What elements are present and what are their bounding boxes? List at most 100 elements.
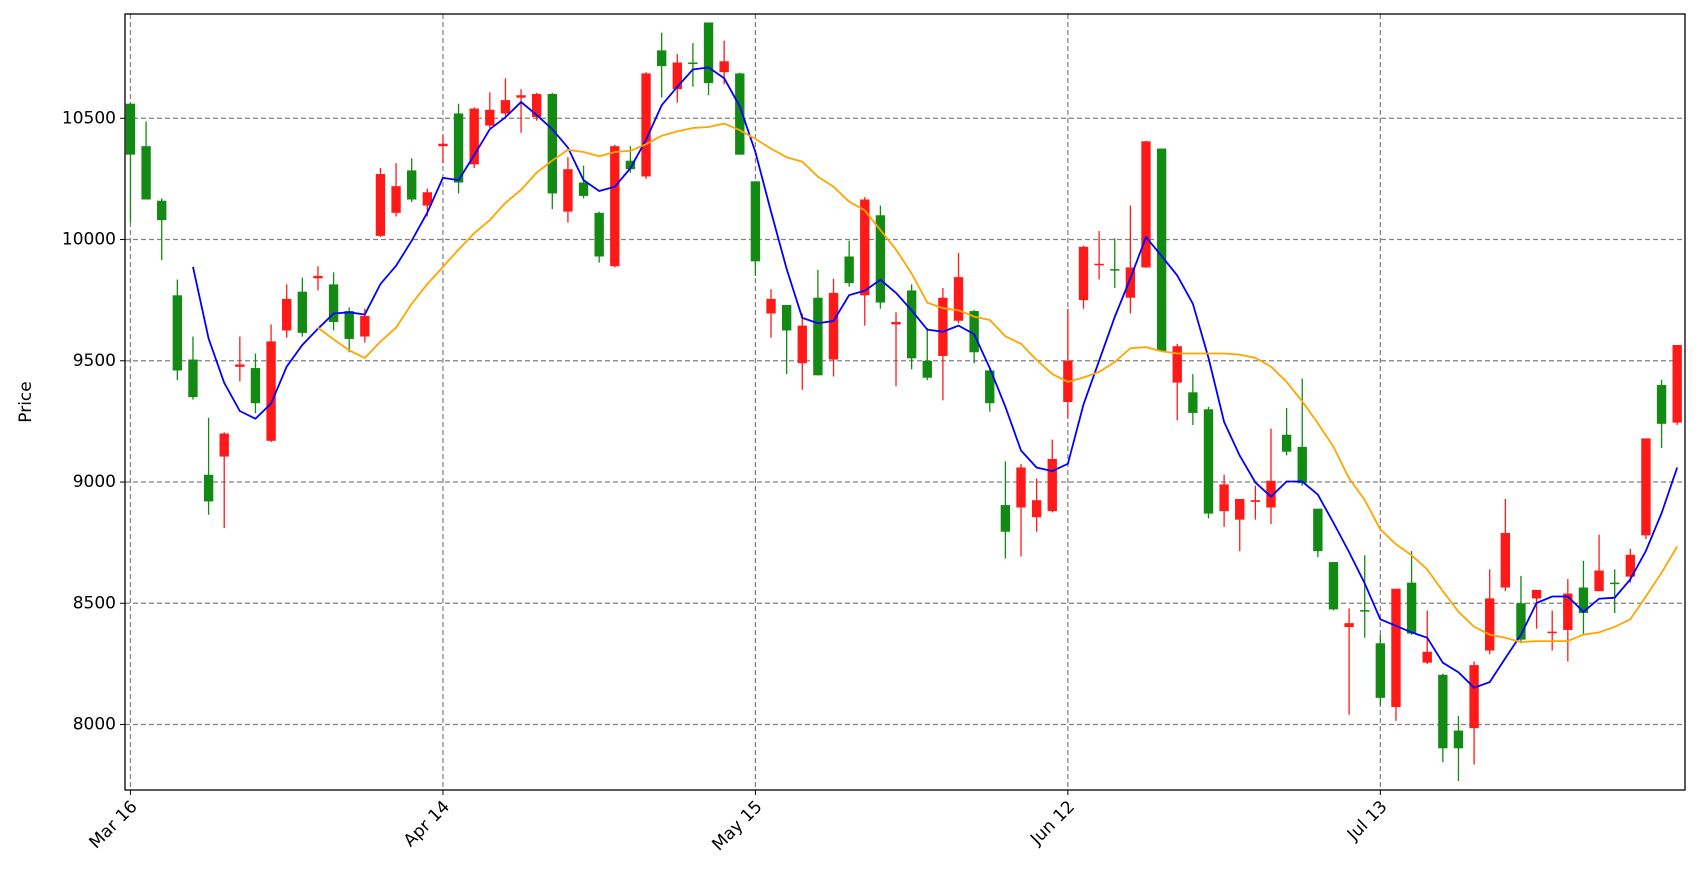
candle-body	[1625, 554, 1636, 577]
candle-body	[1453, 730, 1464, 749]
candle-body	[1110, 269, 1120, 271]
candle-body	[1360, 610, 1370, 612]
candle-body	[953, 277, 964, 321]
candle-body	[219, 433, 229, 457]
candle-body	[1000, 505, 1011, 532]
candle-body	[625, 160, 636, 170]
candle-body	[1313, 508, 1323, 552]
candle-body	[969, 311, 979, 353]
candle-body	[1531, 589, 1542, 599]
candle-body	[1141, 141, 1151, 268]
candle-body	[641, 73, 651, 177]
candle-body	[906, 290, 917, 359]
candle-body	[1610, 582, 1620, 585]
candle-body	[922, 360, 932, 378]
candle-body	[125, 103, 136, 155]
candle-body	[1656, 385, 1667, 424]
candle-body	[235, 364, 245, 367]
candle-body	[1031, 500, 1042, 518]
candle-body	[250, 368, 261, 404]
candle-body	[188, 359, 198, 398]
candle-body	[469, 108, 479, 165]
candle-body	[1485, 598, 1495, 651]
candle-body	[1641, 438, 1651, 536]
candle-body	[672, 62, 682, 90]
candle-body	[1219, 484, 1229, 512]
candle-body	[375, 174, 386, 236]
candle-body	[313, 275, 323, 279]
candle-body	[797, 325, 807, 364]
candle-body	[172, 295, 183, 371]
candle-body	[703, 22, 714, 84]
candle-body	[266, 341, 276, 441]
candle-body	[453, 113, 464, 183]
candle-body	[563, 169, 573, 212]
candle-body	[282, 298, 292, 331]
y-tick-label: 10000	[62, 230, 116, 250]
moving-average-line	[317, 122, 1678, 644]
candle-body	[516, 95, 526, 98]
candle-body	[500, 100, 511, 114]
candle-body	[391, 186, 401, 213]
candle-body	[875, 215, 886, 303]
candle-body	[1094, 263, 1104, 266]
candle-body	[1344, 623, 1354, 628]
candle-body	[328, 284, 339, 322]
x-tick-label: May 15	[708, 797, 766, 855]
candle-body	[1500, 532, 1511, 588]
candle-body	[860, 199, 870, 296]
y-tick-label: 9500	[73, 351, 116, 371]
candle-body	[1391, 588, 1401, 708]
candle-body	[766, 298, 776, 314]
candle-body	[828, 292, 839, 360]
candle-body	[531, 94, 542, 118]
candle-body	[610, 146, 620, 267]
candle-body	[141, 146, 151, 200]
candle-body	[1047, 458, 1057, 512]
candle-body	[1422, 651, 1432, 663]
candle-body	[891, 321, 901, 325]
candle-body	[1578, 587, 1589, 613]
candle-body	[297, 291, 308, 333]
candle-body	[656, 50, 667, 67]
candle-body	[688, 62, 698, 64]
candle-body	[844, 256, 854, 284]
candle-body	[1297, 446, 1307, 484]
candle-body	[1125, 267, 1136, 298]
candle-body	[1438, 674, 1448, 749]
y-tick-label: 9000	[73, 472, 116, 492]
candle-body	[781, 305, 792, 331]
candle-body	[1250, 500, 1261, 502]
candle-body	[1188, 392, 1198, 413]
candle-body	[407, 170, 417, 200]
candle-body	[422, 192, 433, 206]
candle-body	[578, 182, 589, 196]
candle-body	[1672, 345, 1682, 423]
candle-body	[750, 181, 761, 262]
x-tick-label: Mar 16	[86, 797, 142, 853]
y-tick-label: 8500	[73, 593, 116, 613]
candle-body	[1266, 480, 1276, 508]
candle-body	[1328, 562, 1339, 610]
candle-body	[438, 143, 448, 147]
y-tick-label: 8000	[73, 715, 116, 735]
candle-body	[1235, 499, 1245, 520]
candle-body	[1594, 570, 1604, 592]
x-tick-label: Jul 13	[1343, 797, 1391, 845]
candle-body	[1375, 643, 1386, 698]
y-tick-label: 10500	[62, 108, 116, 128]
candle-body	[547, 94, 557, 194]
candle-body	[813, 297, 823, 376]
candle-body	[1281, 434, 1292, 452]
candle-body	[203, 474, 214, 502]
candle-body	[344, 311, 354, 339]
candle-body	[594, 212, 604, 257]
candle-body	[1016, 467, 1026, 508]
candle-body	[360, 315, 370, 337]
candle-body	[938, 297, 948, 356]
candle-body	[735, 73, 745, 155]
candle-body	[1547, 631, 1557, 634]
candle-body	[1078, 246, 1089, 301]
candle-body	[985, 370, 995, 404]
candle-body	[1516, 603, 1526, 640]
